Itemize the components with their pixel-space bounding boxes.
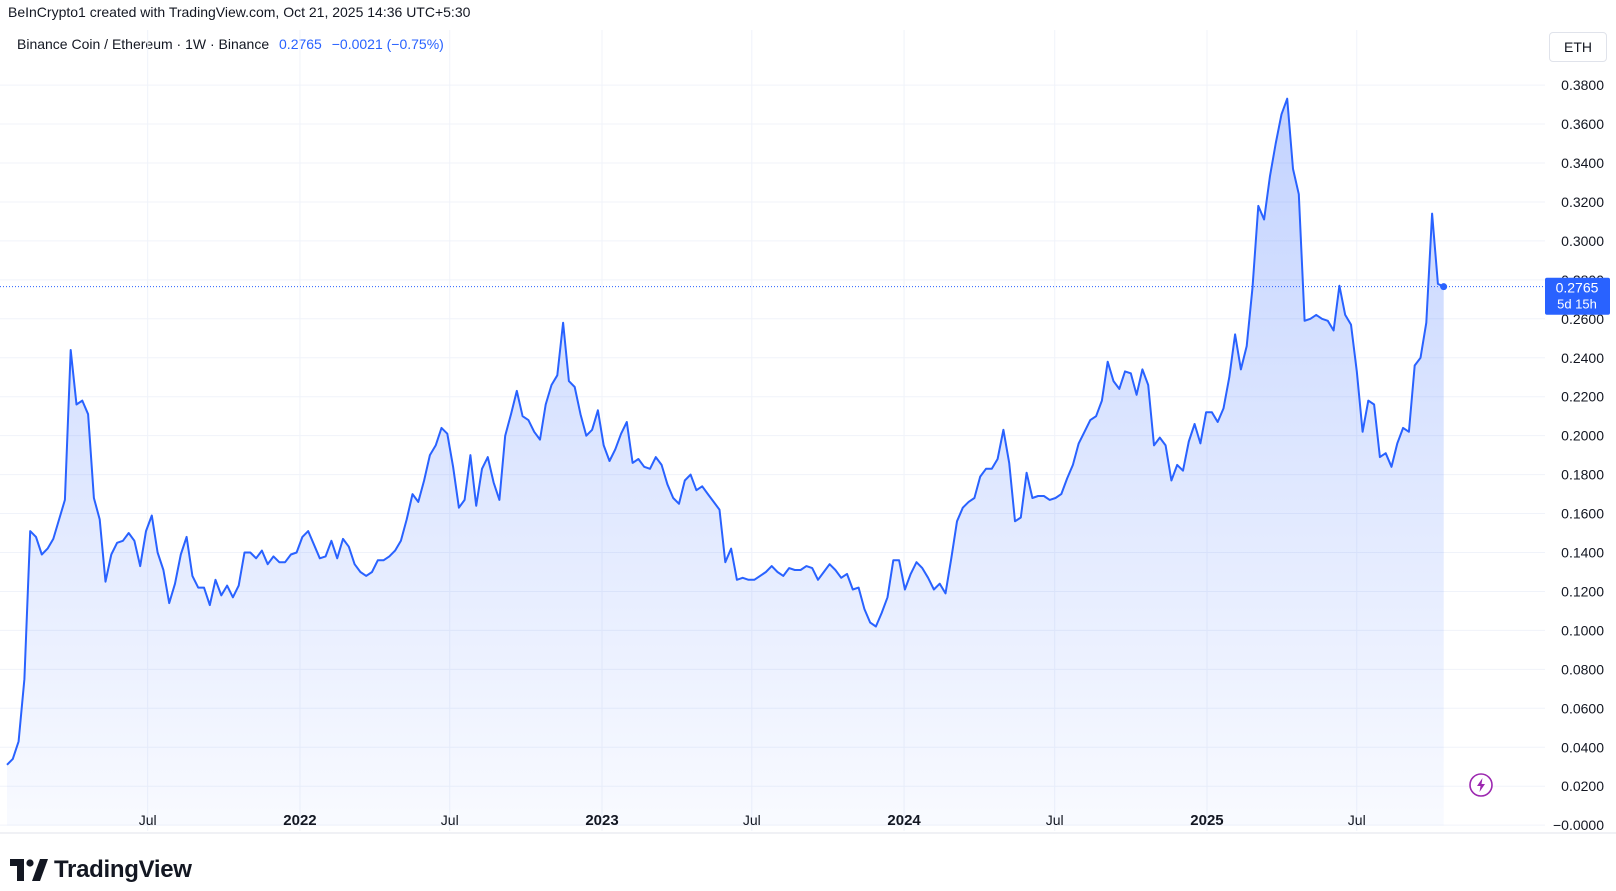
x-tick-label: Jul — [1046, 812, 1064, 828]
symbol-title[interactable]: Binance Coin / Ethereum · 1W · Binance — [17, 36, 270, 52]
y-tick-label: 0.1400 — [1561, 545, 1604, 561]
price-tag: 0.2765 5d 15h — [1545, 277, 1610, 315]
brand-name: TradingView — [54, 856, 192, 883]
time-scale[interactable]: Jul 2022 Jul 2023 Jul 2024 Jul 2025 Jul — [139, 812, 1366, 829]
price-tag-countdown: 5d 15h — [1557, 297, 1597, 312]
price-change: −0.0021 (−0.75%) — [331, 36, 444, 52]
y-tick-label: 0.1200 — [1561, 583, 1604, 599]
series-line[interactable] — [6, 97, 1445, 766]
price-scale[interactable]: 0.38000.36000.34000.32000.30000.28000.26… — [1553, 77, 1604, 833]
y-tick-label: −0.0000 — [1553, 817, 1604, 833]
y-tick-label: 0.0200 — [1561, 778, 1604, 794]
y-tick-label: 0.2600 — [1561, 311, 1604, 327]
lightning-bolt-icon[interactable] — [1469, 773, 1493, 797]
last-price-line — [0, 283, 1545, 291]
y-tick-label: 0.0600 — [1561, 700, 1604, 716]
currency-button[interactable]: ETH — [1549, 32, 1607, 62]
price-tag-value: 0.2765 — [1556, 280, 1599, 296]
x-tick-label: 2024 — [887, 812, 921, 829]
y-tick-label: 0.1000 — [1561, 622, 1604, 638]
y-tick-label: 0.1800 — [1561, 467, 1604, 483]
x-tick-label: 2022 — [283, 812, 316, 829]
last-point-marker — [1440, 283, 1448, 291]
area-fill — [7, 98, 1444, 826]
y-tick-label: 0.3600 — [1561, 116, 1604, 132]
tradingview-logo-icon — [10, 859, 48, 881]
price-tag-box — [1545, 277, 1610, 315]
x-tick-label: Jul — [1348, 812, 1366, 828]
chart-credit: BeInCrypto1 created with TradingView.com… — [8, 4, 471, 20]
x-tick-label: Jul — [441, 812, 459, 828]
y-tick-label: 0.3800 — [1561, 77, 1604, 93]
x-tick-label: 2023 — [585, 812, 618, 829]
y-tick-label: 0.3400 — [1561, 155, 1604, 171]
y-tick-label: 0.3000 — [1561, 233, 1604, 249]
y-tick-label: 0.2200 — [1561, 389, 1604, 405]
y-tick-label: 0.2000 — [1561, 428, 1604, 444]
x-tick-label: Jul — [139, 812, 157, 828]
y-tick-label: 0.2400 — [1561, 350, 1604, 366]
x-tick-label: 2025 — [1190, 812, 1223, 829]
x-tick-label: Jul — [743, 812, 761, 828]
y-tick-label: 0.1600 — [1561, 506, 1604, 522]
y-tick-label: 0.3200 — [1561, 194, 1604, 210]
y-tick-label: 0.0400 — [1561, 739, 1604, 755]
brand-logo[interactable]: TradingView — [10, 856, 192, 884]
chart-area — [6, 97, 1445, 826]
symbol-legend[interactable]: Binance Coin / Ethereum · 1W · Binance 0… — [17, 36, 444, 52]
y-tick-label: 0.0800 — [1561, 661, 1604, 677]
